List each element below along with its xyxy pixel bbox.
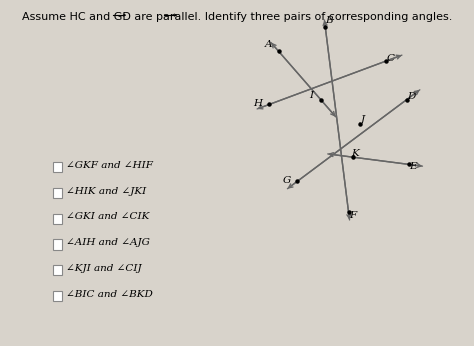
Text: E: E bbox=[410, 162, 417, 171]
FancyBboxPatch shape bbox=[53, 291, 62, 301]
Text: ∠GKF and ∠HIF: ∠GKF and ∠HIF bbox=[65, 161, 153, 170]
Text: H: H bbox=[253, 99, 262, 108]
Text: C: C bbox=[387, 54, 395, 63]
Text: ∠HIK and ∠JKI: ∠HIK and ∠JKI bbox=[65, 187, 146, 196]
Text: ∠GKI and ∠CIK: ∠GKI and ∠CIK bbox=[65, 212, 149, 221]
Text: J: J bbox=[361, 115, 365, 124]
Text: K: K bbox=[351, 148, 359, 157]
FancyBboxPatch shape bbox=[53, 265, 62, 275]
Text: G: G bbox=[282, 176, 291, 185]
Text: ∠AIH and ∠AJG: ∠AIH and ∠AJG bbox=[65, 238, 149, 247]
Text: ∠KJI and ∠CIJ: ∠KJI and ∠CIJ bbox=[65, 264, 141, 273]
Text: Assume HC and GD are parallel. Identify three pairs of corresponding angles.: Assume HC and GD are parallel. Identify … bbox=[22, 12, 452, 22]
FancyBboxPatch shape bbox=[53, 188, 62, 198]
Text: I: I bbox=[310, 91, 314, 100]
Text: ∠BIC and ∠BKD: ∠BIC and ∠BKD bbox=[65, 290, 153, 299]
Text: B: B bbox=[326, 16, 333, 25]
FancyBboxPatch shape bbox=[53, 239, 62, 249]
FancyBboxPatch shape bbox=[53, 213, 62, 224]
Text: A: A bbox=[265, 40, 273, 49]
Text: D: D bbox=[408, 92, 416, 101]
FancyBboxPatch shape bbox=[53, 162, 62, 172]
Text: F: F bbox=[349, 211, 356, 220]
